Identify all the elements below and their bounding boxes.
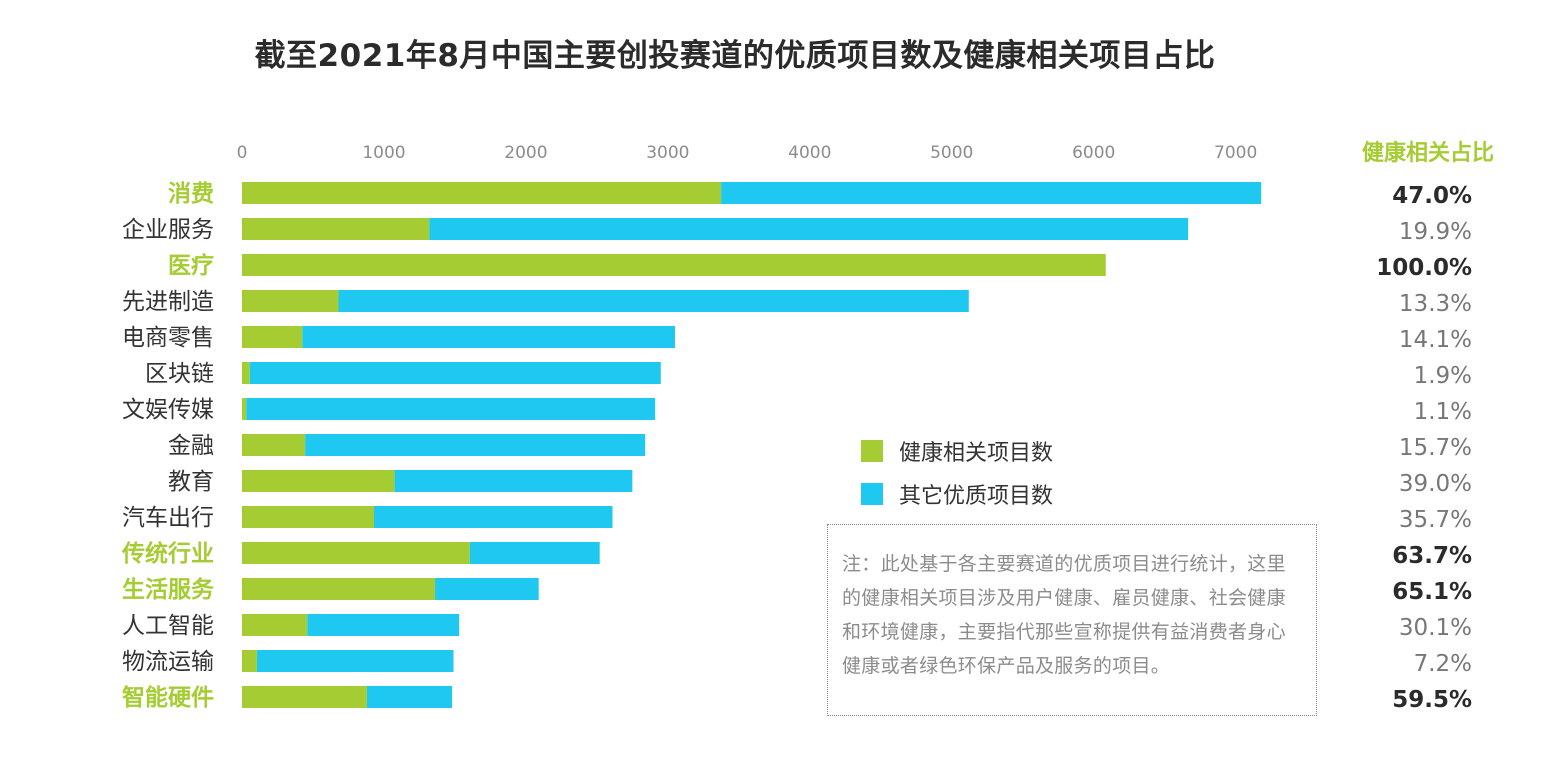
bar-health-13	[242, 650, 257, 672]
bar-other-12	[307, 614, 460, 636]
legend-swatch-other	[861, 483, 883, 505]
bar-health-14	[242, 686, 367, 708]
x-tick-label: 6000	[1072, 143, 1115, 163]
ratio-label: 30.1%	[1399, 615, 1472, 641]
bar-health-0	[242, 182, 722, 204]
ratio-label: 47.0%	[1392, 183, 1472, 209]
ratio-label: 35.7%	[1399, 507, 1472, 533]
category-label: 智能硬件	[122, 684, 214, 711]
bar-health-4	[242, 326, 303, 348]
x-tick-label: 4000	[788, 143, 831, 163]
category-label: 传统行业	[121, 540, 214, 567]
legend-label-other: 其它优质项目数	[899, 484, 1053, 509]
ratio-label: 15.7%	[1399, 435, 1472, 461]
bar-health-10	[242, 542, 470, 564]
category-label: 教育	[168, 469, 214, 495]
bar-other-4	[302, 326, 675, 348]
bar-other-13	[256, 650, 454, 672]
bar-other-9	[374, 506, 613, 528]
bar-other-8	[394, 470, 633, 492]
ratio-labels: 47.0% 19.9% 100.0% 13.3% 14.1% 1.9% 1.1% 15.7% 3…	[1376, 183, 1472, 713]
bar-other-14	[366, 686, 453, 708]
legend-label-health: 健康相关项目数	[899, 441, 1053, 466]
ratio-label: 13.3%	[1399, 291, 1472, 317]
note-box: 注：此处基于各主要赛道的优质项目进行统计，这里的健康相关项目涉及用户健康、雇员健…	[827, 524, 1317, 716]
category-label: 生活服务	[122, 577, 215, 603]
chart-title: 截至2021年8月中国主要创投赛道的优质项目数及健康相关项目占比	[254, 38, 1216, 74]
bar-other-5	[249, 362, 661, 384]
ratio-label: 1.9%	[1414, 363, 1472, 389]
category-label: 人工智能	[122, 613, 214, 639]
bars	[242, 182, 1262, 708]
x-tick-label: 1000	[362, 143, 405, 163]
category-label: 电商零售	[122, 325, 214, 351]
x-axis-ticks: 0 1000 2000 3000 4000 5000 6000 7000	[237, 143, 1258, 163]
bar-health-6	[242, 398, 247, 420]
bar-health-12	[242, 614, 308, 636]
ratio-header: 健康相关占比	[1362, 140, 1494, 166]
category-label: 医疗	[168, 252, 214, 279]
category-label: 金融	[168, 433, 214, 459]
x-tick-label: 5000	[930, 143, 973, 163]
ratio-label: 1.1%	[1414, 399, 1472, 425]
x-tick-label: 3000	[646, 143, 689, 163]
category-label: 先进制造	[122, 289, 214, 315]
bar-other-10	[469, 542, 600, 564]
bar-health-7	[242, 434, 306, 456]
ratio-label: 39.0%	[1399, 471, 1472, 497]
category-label: 汽车出行	[122, 505, 214, 531]
bar-health-9	[242, 506, 375, 528]
bar-other-6	[246, 398, 656, 420]
bar-health-2	[242, 254, 1106, 276]
ratio-label: 14.1%	[1399, 327, 1472, 353]
bar-other-1	[429, 218, 1189, 240]
bar-health-8	[242, 470, 395, 492]
category-label: 物流运输	[122, 649, 214, 675]
bar-other-0	[721, 182, 1262, 204]
ratio-label: 65.1%	[1392, 579, 1472, 605]
ratio-label: 63.7%	[1392, 543, 1472, 569]
category-label: 消费	[168, 181, 214, 207]
category-label: 区块链	[145, 361, 214, 387]
category-label: 文娱传媒	[122, 397, 214, 423]
bar-health-3	[242, 290, 339, 312]
category-label: 企业服务	[122, 217, 214, 243]
bar-health-1	[242, 218, 430, 240]
note-text: 注：此处基于各主要赛道的优质项目进行统计，这里的健康相关项目涉及用户健康、雇员健…	[842, 553, 1286, 677]
x-tick-label: 2000	[504, 143, 547, 163]
legend: 健康相关项目数 其它优质项目数	[861, 440, 1053, 509]
legend-swatch-health	[861, 440, 883, 462]
category-labels: 消费企业服务医疗先进制造电商零售区块链文娱传媒金融教育汽车出行传统行业生活服务人…	[121, 181, 215, 711]
ratio-label: 19.9%	[1399, 219, 1472, 245]
ratio-label: 7.2%	[1414, 651, 1472, 677]
bar-other-11	[435, 578, 539, 600]
bar-other-3	[338, 290, 969, 312]
bar-health-11	[242, 578, 436, 600]
x-tick-label: 0	[237, 143, 248, 163]
ratio-label: 100.0%	[1376, 255, 1472, 281]
x-tick-label: 7000	[1214, 143, 1257, 163]
ratio-label: 59.5%	[1392, 687, 1472, 713]
bar-health-5	[242, 362, 250, 384]
bar-other-7	[305, 434, 646, 456]
